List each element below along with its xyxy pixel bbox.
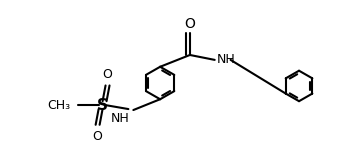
Text: S: S [97,98,108,113]
Text: O: O [185,17,195,31]
Text: O: O [93,130,103,143]
Text: NH: NH [217,53,235,66]
Text: CH₃: CH₃ [48,99,71,112]
Text: O: O [103,68,113,81]
Text: NH: NH [110,112,129,125]
